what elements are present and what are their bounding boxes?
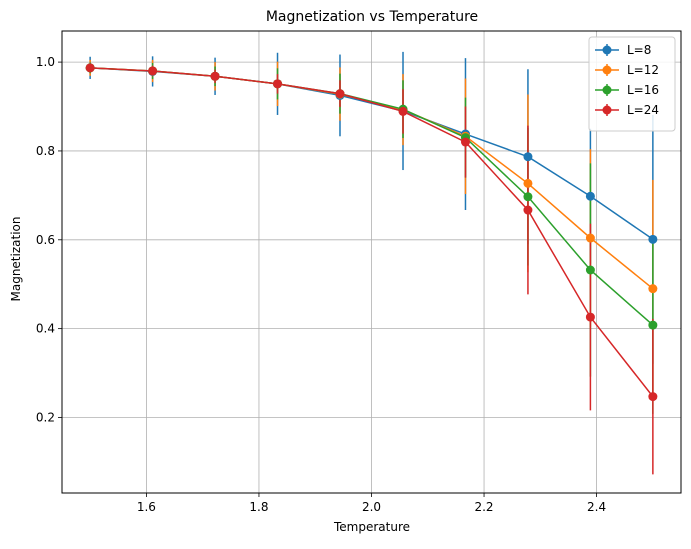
data-point	[523, 192, 533, 202]
data-point	[585, 233, 595, 243]
legend-label: L=24	[627, 103, 659, 117]
data-point	[648, 284, 658, 294]
x-tick-label: 2.0	[362, 500, 381, 514]
data-point	[648, 234, 658, 244]
data-point	[648, 320, 658, 330]
data-point	[398, 106, 408, 116]
y-tick-label: 0.2	[36, 410, 55, 424]
legend-entry: L=12	[595, 63, 659, 77]
line-layer	[90, 67, 654, 398]
data-point	[335, 89, 345, 99]
data-point	[85, 63, 95, 73]
data-point	[523, 152, 533, 162]
tick-layer: 1.6 1.8 2.0 2.2 2.4 0.2 0.4 0.6 0.8 1.0	[36, 55, 606, 514]
legend-label: L=12	[627, 63, 659, 77]
grid-layer	[62, 31, 681, 493]
legend-marker-swatch	[602, 45, 612, 55]
legend-label: L=16	[627, 83, 659, 97]
legend: L=8 L=12 L=16 L=24	[588, 36, 676, 132]
legend-entry: L=16	[595, 83, 659, 97]
x-axis-label: Temperature	[333, 520, 410, 534]
legend-entry: L=8	[595, 43, 651, 57]
x-tick-label: 2.4	[587, 500, 606, 514]
legend-entry: L=24	[595, 103, 659, 117]
legend-marker-swatch	[602, 65, 612, 75]
y-axis-label: Magnetization	[9, 217, 23, 302]
y-tick-label: 0.8	[36, 144, 55, 158]
chart-title: Magnetization vs Temperature	[266, 9, 478, 25]
data-point	[523, 205, 533, 215]
series-l24-line	[90, 67, 654, 398]
x-tick-label: 1.6	[137, 500, 156, 514]
legend-marker-swatch	[602, 105, 612, 115]
data-point	[523, 178, 533, 188]
x-tick-label: 2.2	[474, 500, 493, 514]
data-point	[148, 66, 158, 76]
data-point	[210, 71, 220, 81]
marker-layer	[85, 63, 658, 402]
y-tick-label: 1.0	[36, 55, 55, 69]
data-point	[273, 79, 283, 89]
series-l24-markers	[85, 63, 658, 402]
data-point	[585, 265, 595, 275]
data-point	[648, 392, 658, 402]
legend-label: L=8	[627, 43, 651, 57]
y-tick-label: 0.4	[36, 322, 55, 336]
data-point	[460, 137, 470, 147]
data-point	[585, 191, 595, 201]
legend-marker-swatch	[602, 85, 612, 95]
data-point	[585, 312, 595, 322]
x-tick-label: 1.8	[249, 500, 268, 514]
y-tick-label: 0.6	[36, 233, 55, 247]
